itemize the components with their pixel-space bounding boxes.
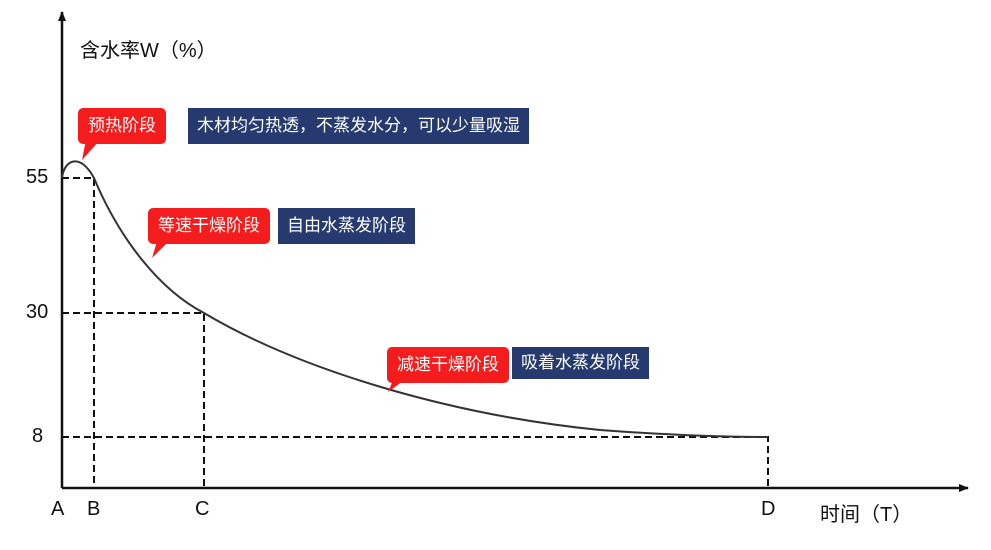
guide-8: [62, 436, 769, 488]
stage-label-falling-rate: 减速干燥阶段: [387, 347, 509, 383]
x-tick-c: C: [195, 498, 210, 520]
y-axis-label: 含水率W（%）: [80, 40, 217, 62]
y-tick-55: 55: [26, 166, 49, 188]
x-axis-label: 时间（T）: [820, 504, 913, 526]
stage-label-preheat: 预热阶段: [78, 108, 166, 144]
stage-label-constant-rate: 等速干燥阶段: [148, 208, 270, 244]
stage-desc-falling-rate: 吸着水蒸发阶段: [512, 347, 649, 379]
guide-55: [62, 177, 95, 488]
moisture-curve: [61, 160, 769, 438]
x-tick-d: D: [761, 498, 776, 520]
callout-tail-1: [82, 140, 100, 160]
y-tick-30: 30: [26, 301, 49, 323]
stage-desc-preheat: 木材均匀热透，不蒸发水分，可以少量吸湿: [188, 108, 529, 144]
guide-30: [62, 312, 205, 488]
stage-desc-constant-rate: 自由水蒸发阶段: [278, 208, 415, 244]
x-tick-b: B: [87, 498, 101, 520]
x-tick-a: A: [51, 498, 65, 520]
y-tick-8: 8: [32, 425, 44, 447]
